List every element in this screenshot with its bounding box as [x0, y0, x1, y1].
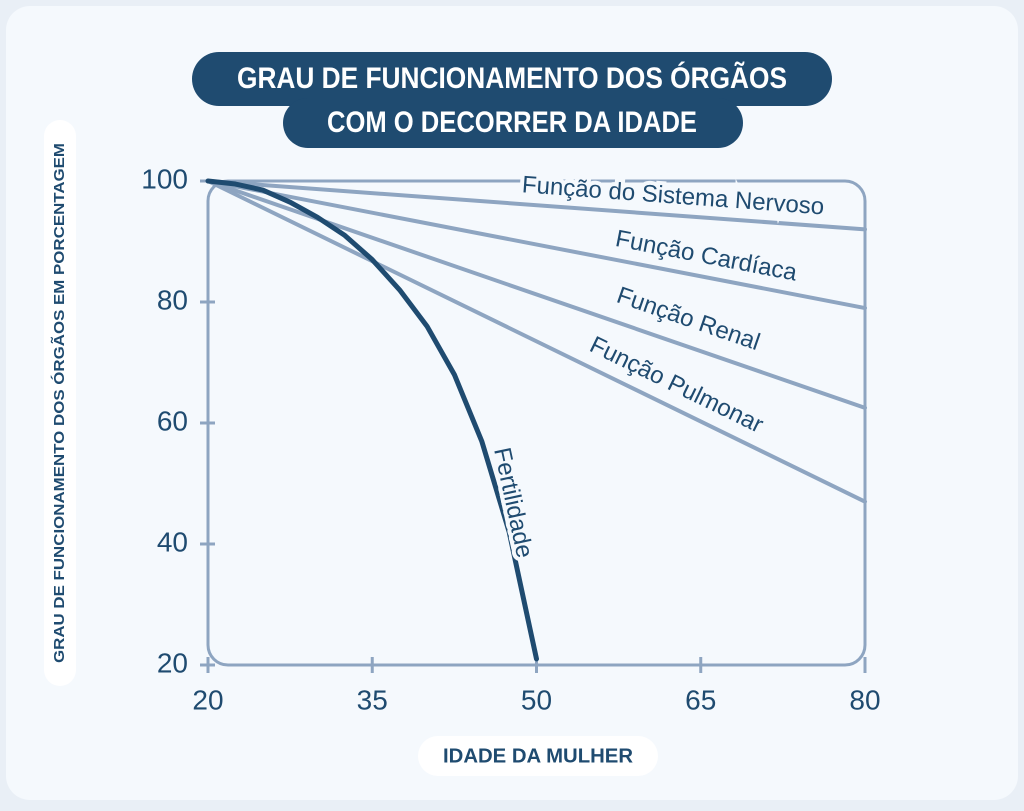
series-line [205, 178, 539, 662]
y-tick-label: 20 [157, 647, 188, 678]
y-label-pill [44, 120, 76, 686]
x-tick-label: 20 [192, 684, 223, 715]
series-line [206, 179, 867, 504]
x-label-pill [418, 736, 658, 776]
chart-title: COM O DECORRER DA IDADE [327, 106, 697, 139]
y-tick-label: 100 [141, 163, 188, 194]
y-tick-label: 60 [157, 405, 188, 436]
title-pill [283, 98, 743, 148]
series-line [206, 179, 867, 232]
series-line [206, 179, 867, 311]
x-tick-label: 65 [685, 684, 716, 715]
y-tick-label: 80 [157, 284, 188, 315]
x-tick-label: 50 [521, 684, 552, 715]
chart-title: GRAU DE FUNCIONAMENTO DOS ÓRGÃOS [237, 61, 787, 95]
title-pill [192, 52, 832, 106]
x-tick-label: 35 [357, 684, 388, 715]
x-tick-label: 80 [849, 684, 880, 715]
x-axis-label: IDADE DA MULHER [443, 745, 634, 767]
y-axis-label: GRAU DE FUNCIONAMENTO DOS ÓRGÃOS EM PORC… [50, 143, 68, 663]
y-tick-label: 40 [157, 526, 188, 557]
